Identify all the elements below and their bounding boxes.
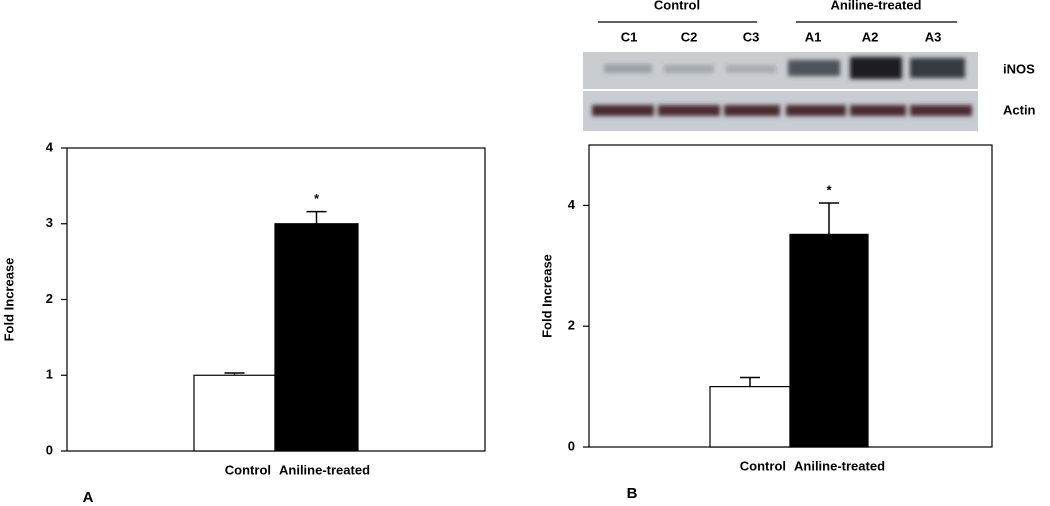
y-tick-label: 4 bbox=[46, 139, 54, 154]
group-label: Aniline-treated bbox=[830, 0, 921, 12]
bands bbox=[604, 57, 965, 79]
y-tick-label: 4 bbox=[568, 197, 576, 212]
x-tick-label: Control bbox=[740, 458, 786, 473]
bar bbox=[193, 374, 276, 452]
western-blot: Control Aniline-treated C1 C2 C3 A1 A2 A… bbox=[583, 0, 1036, 131]
significance-label: * bbox=[826, 182, 832, 197]
y-axis-label: Fold Increase bbox=[539, 254, 554, 338]
lane-label: A1 bbox=[805, 29, 822, 44]
row-label: iNOS bbox=[1003, 61, 1035, 76]
lane-label: A3 bbox=[925, 29, 942, 44]
y-tick-label: 2 bbox=[46, 291, 53, 306]
y-tick-label: 0 bbox=[46, 442, 53, 457]
y-axis-label: Fold Increase bbox=[1, 258, 16, 342]
y-tick-label: 0 bbox=[568, 438, 575, 453]
panel-label: A bbox=[83, 489, 94, 506]
group-label: Control bbox=[654, 0, 700, 12]
panel-label: B bbox=[627, 485, 638, 502]
bands bbox=[592, 105, 972, 116]
significance-label: * bbox=[314, 191, 320, 206]
lane-label: C1 bbox=[621, 29, 638, 44]
bar bbox=[789, 233, 869, 448]
lane-label: A2 bbox=[862, 29, 879, 44]
bar bbox=[274, 223, 359, 452]
y-tick-label: 3 bbox=[46, 215, 53, 230]
row-label: Actin bbox=[1003, 102, 1036, 117]
x-tick-label: Control bbox=[225, 462, 271, 477]
y-tick-label: 2 bbox=[568, 318, 575, 333]
x-tick-label: Aniline-treated bbox=[794, 458, 885, 473]
bar bbox=[709, 386, 791, 448]
x-tick-label: Aniline-treated bbox=[279, 462, 370, 477]
lane-label: C2 bbox=[681, 29, 698, 44]
y-tick-label: 1 bbox=[46, 367, 53, 382]
lane-label: C3 bbox=[743, 29, 760, 44]
